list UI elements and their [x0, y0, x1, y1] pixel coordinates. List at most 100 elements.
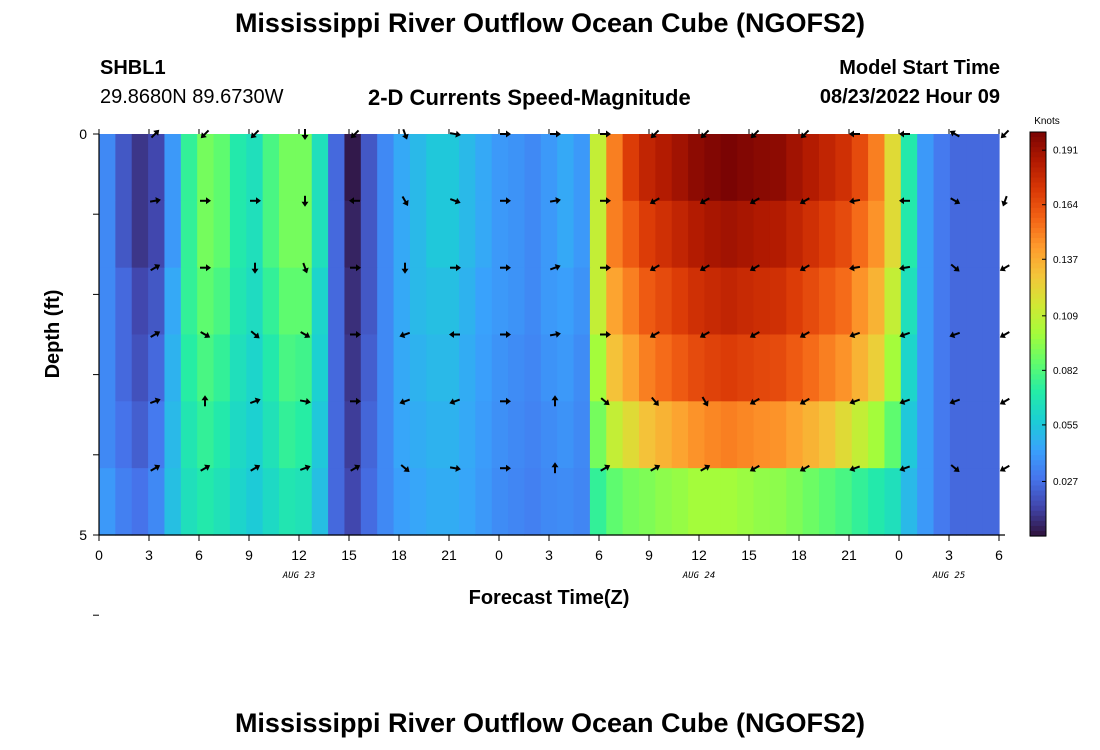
- heat-cell: [295, 200, 313, 269]
- heat-cell: [148, 401, 166, 469]
- heat-cell: [360, 334, 378, 402]
- arrow-head: [749, 465, 756, 472]
- arrow-head: [399, 398, 406, 405]
- arrow-head: [556, 130, 561, 138]
- colorbar-segment: [1030, 490, 1046, 497]
- colorbar-segment: [1030, 440, 1046, 446]
- colorbar-segment: [1030, 253, 1046, 259]
- colorbar-segment: [1030, 500, 1046, 507]
- arrow-head: [699, 265, 706, 272]
- heat-cell: [164, 468, 182, 536]
- heat-cell: [966, 200, 984, 269]
- heat-cell: [769, 468, 787, 536]
- current-arrow: [849, 130, 860, 138]
- colorbar-segment: [1030, 157, 1046, 163]
- current-arrow: [999, 397, 1010, 405]
- heat-cell: [197, 468, 215, 536]
- heat-cell: [426, 267, 444, 336]
- heat-cell: [589, 334, 607, 402]
- heat-cell: [409, 200, 427, 269]
- x-axis-ticks: 0 3 6 9 12 15 18 21 0 3 6 9 12 15 18 21 0 3 6: [95, 129, 1003, 563]
- colorbar-segment: [1030, 182, 1046, 189]
- colorbar-segment: [1030, 313, 1046, 320]
- heat-cell: [884, 468, 902, 536]
- heat-cell: [868, 334, 886, 402]
- heat-cell: [671, 200, 689, 269]
- arrow-head: [799, 198, 806, 205]
- arrow-head: [506, 197, 511, 205]
- heatmap-cells: [99, 134, 1000, 536]
- heat-cell: [671, 134, 689, 202]
- heat-cell: [557, 134, 575, 202]
- heat-cell: [769, 401, 787, 469]
- model-start-label: Model Start Time: [839, 57, 1000, 79]
- heat-cell: [99, 401, 116, 469]
- heat-cell: [851, 267, 869, 336]
- colorbar-segment: [1030, 404, 1046, 411]
- colorbar-segment: [1030, 344, 1046, 350]
- x-tick-label: 12: [291, 547, 307, 563]
- colorbar-segment: [1030, 233, 1046, 239]
- heat-cell: [459, 267, 476, 336]
- colorbar-segment: [1030, 268, 1046, 274]
- colorbar-segment: [1030, 187, 1046, 194]
- heat-cell: [115, 468, 133, 536]
- arrow-head: [454, 197, 461, 205]
- heat-cell: [606, 334, 624, 402]
- arrow-head: [455, 130, 461, 138]
- colorbar-segment: [1030, 147, 1046, 153]
- heat-cell: [328, 200, 346, 269]
- heat-cell: [409, 401, 427, 469]
- heat-cell: [442, 267, 460, 336]
- heat-cell: [982, 334, 1000, 402]
- current-arrow: [1001, 195, 1008, 207]
- arrow-head: [356, 264, 361, 272]
- arrow-head: [256, 197, 261, 205]
- heat-cell: [442, 134, 460, 202]
- heat-cell: [622, 134, 640, 202]
- current-arrow: [449, 398, 461, 405]
- current-arrow: [799, 331, 810, 339]
- heat-cell: [900, 401, 918, 469]
- current-arrow: [549, 197, 561, 205]
- current-arrow: [549, 330, 561, 338]
- arrow-head: [849, 197, 855, 205]
- heat-cell: [868, 134, 886, 202]
- current-arrow: [949, 398, 961, 405]
- x-tick-label: 18: [391, 547, 407, 563]
- heat-cell: [262, 134, 280, 202]
- current-arrow: [699, 331, 710, 339]
- current-arrow: [301, 195, 309, 207]
- heat-cell: [589, 468, 607, 536]
- colorbar-segment: [1030, 323, 1046, 330]
- heat-cell: [99, 134, 116, 202]
- colorbar-segment: [1030, 222, 1046, 229]
- heat-cell: [966, 267, 984, 336]
- heat-cell: [737, 334, 755, 402]
- heat-cell: [982, 134, 1000, 202]
- current-arrow: [749, 464, 760, 472]
- heat-cell: [115, 267, 133, 336]
- heat-cell: [917, 334, 935, 402]
- heat-cell: [99, 468, 116, 536]
- current-arrow: [800, 129, 810, 139]
- arrow-head: [799, 265, 806, 272]
- arrow-head: [253, 332, 260, 339]
- arrow-head: [302, 267, 309, 274]
- colorbar-segment: [1030, 207, 1046, 214]
- current-arrow: [150, 129, 160, 139]
- heat-cell: [377, 200, 395, 269]
- heat-cell: [884, 267, 902, 336]
- current-arrow: [250, 464, 261, 472]
- heat-cell: [164, 267, 182, 336]
- heat-cell: [393, 334, 411, 402]
- current-arrow: [950, 464, 960, 473]
- heat-cell: [229, 468, 247, 536]
- heat-cell: [671, 468, 689, 536]
- heat-cell: [704, 334, 722, 402]
- colorbar-segment: [1030, 137, 1046, 143]
- heat-cell: [819, 401, 836, 469]
- heat-cell: [949, 334, 967, 402]
- x-axis-label: Forecast Time(Z): [469, 587, 630, 609]
- current-arrow: [402, 128, 409, 140]
